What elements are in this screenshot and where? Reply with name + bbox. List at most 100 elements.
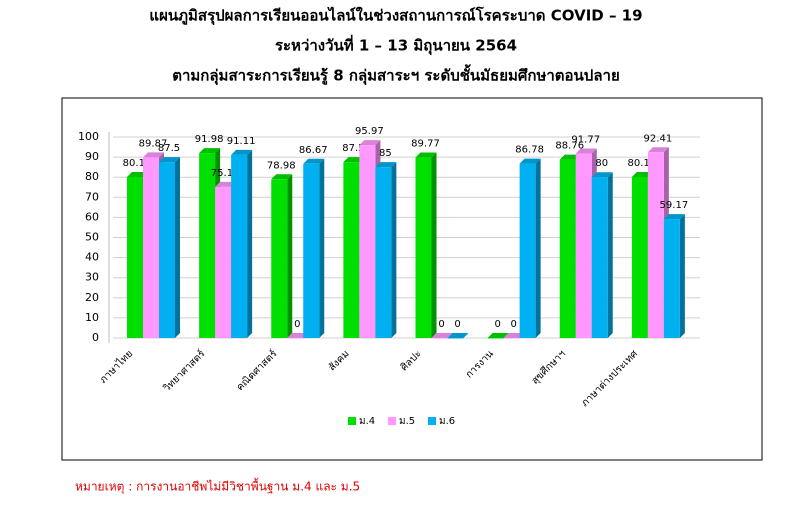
bar-top [287, 333, 309, 338]
bar-top [375, 162, 397, 168]
bar-top [303, 158, 325, 164]
data-label: 75.17 [211, 168, 240, 179]
bar-top [647, 147, 669, 153]
data-label: 89.77 [411, 139, 440, 150]
y-tick-label: 20 [85, 291, 99, 304]
y-tick-label: 30 [85, 271, 99, 284]
bar-side [679, 214, 685, 338]
bar-top [415, 152, 437, 158]
x-tick-label: การงาน [464, 348, 496, 380]
bar-side [175, 157, 180, 338]
bar-top [143, 152, 164, 158]
y-tick-label: 60 [85, 210, 99, 223]
legend-swatch [388, 417, 396, 425]
data-label: 88.76 [555, 141, 584, 152]
y-tick-label: 100 [78, 130, 99, 143]
bar [375, 167, 392, 338]
bar-top [343, 157, 365, 163]
bar [143, 157, 159, 338]
bar-side [431, 152, 437, 338]
bar [231, 154, 248, 338]
data-label: 92.41 [644, 133, 673, 144]
bar [503, 338, 520, 339]
y-tick-label: 70 [85, 190, 99, 203]
chart-frame [61, 97, 763, 461]
bar [199, 153, 216, 338]
legend-swatch [428, 417, 436, 425]
bar-side [535, 158, 541, 338]
bar-top [559, 154, 581, 160]
bar-top [359, 140, 381, 146]
data-label: 86.67 [299, 145, 328, 156]
chart-subtitle: ระหว่างวันที่ 1 – 13 มิถุนายน 2564 [275, 35, 517, 56]
y-tick-label: 40 [85, 251, 99, 264]
data-label: 0 [510, 319, 516, 330]
x-tick-label: สุขศึกษาฯ [529, 348, 568, 387]
bar [559, 159, 576, 338]
x-tick-label: คณิตศาสตร์ [234, 347, 280, 393]
bar-side [247, 149, 253, 338]
data-label: 59.17 [660, 200, 689, 211]
bar-top [215, 181, 237, 187]
data-label: 0 [438, 319, 444, 330]
bar [591, 177, 608, 338]
x-tick-label: ศิลปะ [399, 348, 424, 373]
y-tick-label: 10 [85, 311, 99, 324]
y-tick-label: 90 [85, 150, 99, 163]
bar [359, 145, 376, 338]
x-tick-label: ภาษาต่างประเทศ [579, 348, 640, 409]
bar [271, 179, 288, 338]
legend-swatch [348, 417, 356, 425]
chart-title: แผนภูมิสรุปผลการเรียนออนไลน์ในช่วงสถานกา… [149, 6, 642, 26]
bar-top [127, 171, 148, 177]
bar-top [231, 149, 253, 155]
data-label: 95.97 [355, 126, 384, 137]
bar-top [159, 157, 180, 163]
bar-top [503, 333, 525, 338]
data-label: 80.11 [123, 158, 152, 169]
data-label: 0 [494, 319, 500, 330]
bar-top [487, 333, 509, 338]
legend-label: ม.4 [359, 416, 375, 427]
chart-subtitle: ตามกลุ่มสาระการเรียนรู้ 8 กลุ่มสาระฯ ระด… [172, 64, 620, 86]
data-label: 85 [379, 148, 392, 159]
legend-label: ม.5 [399, 416, 415, 427]
bar [415, 157, 432, 338]
footnote: หมายเหตุ : การงานอาชีพไม่มีวิชาพื้นฐาน ม… [75, 478, 360, 495]
bar [159, 162, 175, 338]
bar [215, 186, 232, 338]
bar-side [391, 162, 397, 338]
x-tick-label: ภาษาไทย [97, 348, 135, 386]
bar [575, 153, 592, 338]
bar-top [447, 333, 469, 338]
bar [487, 338, 504, 339]
y-tick-label: 80 [85, 170, 99, 183]
bar [447, 338, 464, 339]
bar [431, 338, 448, 339]
bar-top [591, 172, 613, 178]
bar [631, 176, 648, 338]
data-label: 91.77 [571, 135, 600, 146]
bar [519, 163, 536, 338]
bar-side [319, 158, 325, 338]
data-label: 0 [294, 319, 300, 330]
bar [343, 162, 360, 338]
y-tick-label: 0 [92, 331, 99, 344]
bar-top [431, 333, 453, 338]
data-label: 80.11 [628, 158, 657, 169]
bar [287, 338, 304, 339]
data-label: 80 [595, 158, 608, 169]
data-label: 78.98 [267, 160, 296, 171]
data-label: 91.98 [195, 134, 224, 145]
data-label: 89.87 [139, 138, 168, 149]
bar [127, 176, 143, 338]
bar-top [631, 171, 653, 177]
bar [647, 152, 664, 338]
x-tick-label: วิทยาศาสตร์ [161, 347, 208, 394]
x-tick-label: สังคม [327, 348, 352, 373]
bar-top [575, 148, 597, 154]
data-label: 0 [454, 319, 460, 330]
bar-top [271, 174, 293, 180]
bar-side [287, 174, 293, 338]
